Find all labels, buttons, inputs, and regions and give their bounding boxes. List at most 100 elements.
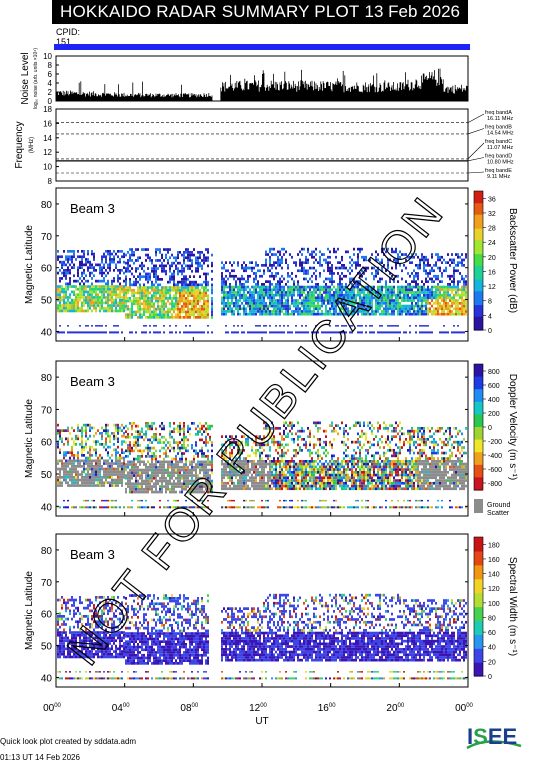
width-ylabel: Magnetic Latitude	[24, 571, 35, 650]
width-ytick-label: 50	[41, 642, 53, 653]
frequency-ytick-label: 16	[43, 119, 52, 128]
frequency-band-value: 14.54 MHz	[487, 131, 514, 137]
velocity-ytick-label: 80	[41, 373, 53, 384]
velocity-ytick-label: 70	[41, 405, 53, 416]
frequency-band-leader	[468, 158, 484, 161]
frequency-ylabel-unit: (MHz)	[29, 137, 35, 153]
x-axis: 0000 0400 0800 1200 1600 2000 0000 UT	[43, 703, 473, 727]
power-ytick-label: 80	[41, 200, 53, 211]
velocity-colorbar-title: Doppler Velocity (m s⁻¹)	[507, 374, 518, 480]
velocity-colorbar-label: -600	[488, 467, 502, 474]
noise-ytick-label: 8	[48, 61, 53, 70]
width-colorbar-label: 140	[488, 572, 500, 579]
velocity-beam-label: Beam 3	[70, 374, 115, 389]
width-colorbar-label: 60	[488, 630, 496, 637]
logo-letter: S	[473, 724, 488, 749]
ground-scatter-swatch	[474, 499, 483, 513]
velocity-colorbar-label: -800	[488, 481, 502, 488]
power-colorbar-label: 16	[488, 269, 496, 276]
width-colorbar-label: 80	[488, 615, 496, 622]
width-ytick-label: 70	[41, 578, 53, 589]
power-ylabel: Magnetic Latitude	[24, 225, 35, 304]
width-colorbar-label: 20	[488, 659, 496, 666]
frequency-band-leader	[468, 129, 484, 134]
x-tick-label: 1200	[249, 703, 267, 714]
logo-text: ISEE	[467, 724, 517, 749]
width-ytick-label: 40	[41, 673, 53, 684]
frequency-band-value: 16.11 MHz	[487, 116, 513, 122]
width-colorbar-label: 100	[488, 601, 500, 608]
width-colorbar-title: Spectral Width (m s⁻¹)	[507, 557, 518, 656]
power-ytick-label: 40	[41, 327, 53, 338]
frequency-ytick-label: 12	[43, 148, 52, 157]
width-colorbar-label: 180	[488, 542, 500, 549]
power-colorbar-label: 28	[488, 226, 496, 233]
power-ytick-label: 60	[41, 264, 53, 275]
velocity-ytick-label: 50	[41, 470, 53, 481]
power-colorbar-label: 12	[488, 284, 496, 291]
isee-logo: ISEE	[465, 722, 527, 752]
logo-letter: E	[488, 724, 503, 749]
cpid-bar	[54, 44, 470, 50]
x-axis-label: UT	[255, 716, 268, 727]
power-colorbar-label: 36	[488, 196, 496, 203]
ground-scatter-label: Ground	[487, 502, 510, 509]
noise-ylabel-sub: log₁₀ noise (arb. units ×10⁴)	[33, 48, 39, 109]
x-tick-label: 0800	[180, 703, 198, 714]
frequency-band-value: 11.07 MHz	[487, 145, 513, 151]
velocity-colorbar-label: 800	[488, 369, 500, 376]
x-tick-label: 0000	[43, 703, 61, 714]
footer-creator: Quick look plot created by sddata.adm	[0, 737, 136, 746]
power-colorbar-label: 20	[488, 255, 496, 262]
frequency-ytick-label: 10	[43, 163, 52, 172]
x-tick-label: 2000	[386, 703, 404, 714]
width-beam-label: Beam 3	[70, 547, 115, 562]
noise-ytick-label: 6	[48, 70, 53, 79]
velocity-colorbar-label: -200	[488, 439, 502, 446]
width-colorbar-label: 160	[488, 557, 500, 564]
x-tick-label: 0000	[455, 703, 473, 714]
frequency-ytick-label: 14	[43, 134, 52, 143]
width-colorbar-label: 40	[488, 645, 496, 652]
velocity-colorbar-label: 0	[488, 425, 492, 432]
width-colorbar-label: 0	[488, 674, 492, 681]
frequency-band-value: 10.80 MHz	[487, 160, 514, 166]
frequency-band-leader	[468, 114, 484, 123]
velocity-colorbar-label: 600	[488, 383, 500, 390]
width-ytick-label: 60	[41, 610, 53, 621]
x-tick-label: 1600	[318, 703, 336, 714]
x-tick-label: 0400	[112, 703, 130, 714]
power-colorbar-label: 0	[488, 328, 492, 335]
frequency-ylabel: Frequency	[14, 121, 25, 168]
frequency-band-value: 9.11 MHz	[487, 174, 510, 180]
velocity-ylabel: Magnetic Latitude	[24, 399, 35, 478]
power-colorbar-label: 32	[488, 211, 496, 218]
power-beam-label: Beam 3	[70, 201, 115, 216]
width-colorbar-label: 120	[488, 586, 500, 593]
frequency-ytick-label: 18	[43, 105, 52, 114]
frequency-band-leader	[468, 143, 484, 159]
noise-ytick-label: 2	[48, 88, 53, 97]
width-ytick-label: 80	[41, 546, 53, 557]
noise-ytick-label: 10	[43, 52, 52, 61]
logo-letter: E	[503, 724, 518, 749]
noise-ytick-label: 4	[48, 79, 53, 88]
power-colorbar-label: 8	[488, 299, 492, 306]
velocity-ytick-label: 60	[41, 438, 53, 449]
ground-scatter-label-2: Scatter	[487, 510, 510, 517]
noise-ylabel: Noise Level	[20, 52, 31, 104]
power-ytick-label: 70	[41, 232, 53, 243]
velocity-ytick-label: 40	[41, 502, 53, 513]
power-colorbar-title: Backscatter Power (dB)	[507, 208, 518, 313]
power-ytick-label: 50	[41, 296, 53, 307]
power-colorbar-cell	[474, 191, 483, 194]
velocity-colorbar-label: 200	[488, 411, 500, 418]
power-colorbar-label: 4	[488, 313, 492, 320]
frequency-ytick-label: 8	[48, 177, 53, 186]
width-colorbar-cell	[474, 537, 483, 540]
velocity-colorbar-label: 400	[488, 397, 500, 404]
frequency-band-leader	[468, 172, 484, 173]
